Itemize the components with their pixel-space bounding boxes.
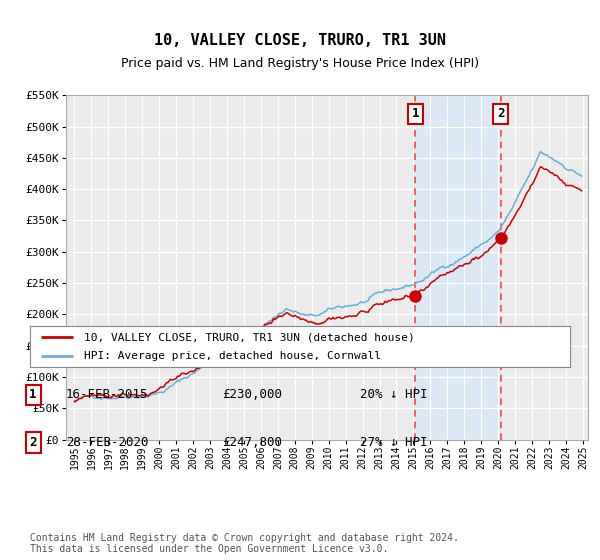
Text: 20% ↓ HPI: 20% ↓ HPI [360,388,427,402]
Text: 2: 2 [29,436,37,449]
Text: Contains HM Land Registry data © Crown copyright and database right 2024.
This d: Contains HM Land Registry data © Crown c… [30,533,459,554]
Text: £230,000: £230,000 [222,388,282,402]
Text: Price paid vs. HM Land Registry's House Price Index (HPI): Price paid vs. HM Land Registry's House … [121,57,479,70]
Text: 10, VALLEY CLOSE, TRURO, TR1 3UN: 10, VALLEY CLOSE, TRURO, TR1 3UN [154,32,446,48]
Text: £247,800: £247,800 [222,436,282,449]
Text: 16-FEB-2015: 16-FEB-2015 [66,388,149,402]
Text: 1: 1 [412,108,419,120]
Text: 2: 2 [497,108,505,120]
Text: HPI: Average price, detached house, Cornwall: HPI: Average price, detached house, Corn… [84,351,381,361]
Text: 28-FEB-2020: 28-FEB-2020 [66,436,149,449]
Bar [415,95,501,440]
Text: 1: 1 [29,388,37,402]
Text: 27% ↓ HPI: 27% ↓ HPI [360,436,427,449]
Text: 10, VALLEY CLOSE, TRURO, TR1 3UN (detached house): 10, VALLEY CLOSE, TRURO, TR1 3UN (detach… [84,333,415,342]
